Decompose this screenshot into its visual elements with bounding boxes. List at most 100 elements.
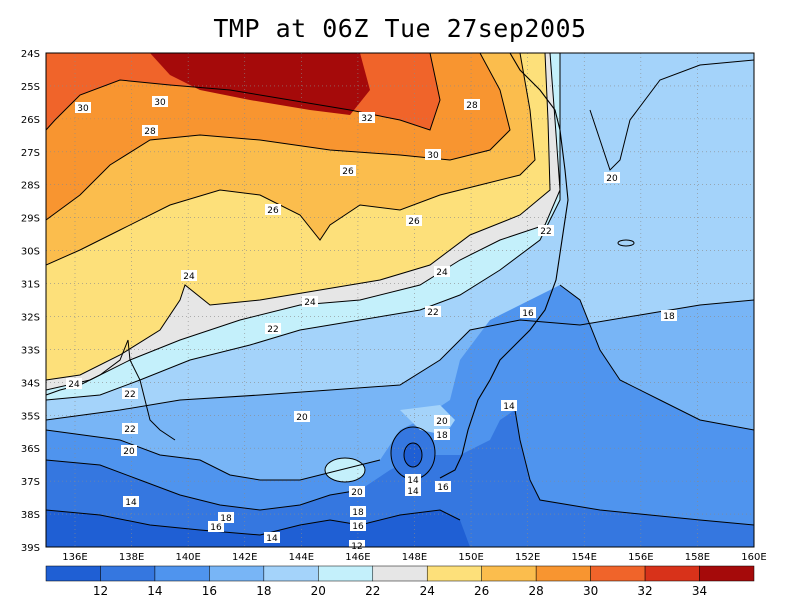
lon-tick-label: 148E [402,552,427,563]
contour-label: 22 [538,225,554,237]
colorbar-tick-label: 14 [147,584,162,598]
svg-text:18: 18 [663,312,675,322]
contour-label: 14 [501,400,517,412]
lat-tick-label: 36S [21,444,40,455]
contour-label: 12 [349,540,365,552]
colorbar-swatch [263,565,319,582]
colorbar-tick-label: 22 [365,584,380,598]
svg-text:14: 14 [266,534,278,544]
colorbar-tick-label: 12 [93,584,108,598]
lon-tick-label: 152E [515,552,540,563]
colorbar-swatch [45,565,101,582]
band-20-east-lobe [560,53,754,300]
svg-text:24: 24 [183,272,195,282]
contour-label: 18 [434,429,450,441]
contour-label: 14 [405,474,421,486]
colorbar-swatch [318,565,374,582]
contour-label: 24 [302,296,318,308]
contour-label: 20 [604,172,620,184]
warm-spot [400,405,455,435]
colorbar-tick-label: 34 [692,584,707,598]
map-fill-layer [46,53,754,547]
contour-label: 28 [142,125,158,137]
svg-text:26: 26 [342,167,354,177]
svg-text:18: 18 [220,514,232,524]
coastline [439,52,569,479]
contour-label: 18 [218,512,234,524]
contour-label: 24 [66,378,82,390]
contour-label: 16 [520,307,536,319]
svg-text:18: 18 [352,508,364,518]
colorbar-tick-label: 28 [529,584,544,598]
lon-tick-label: 140E [175,552,200,563]
colorbar-tick-label: 32 [637,584,652,598]
contour-label: 20 [349,486,365,498]
lon-tick-label: 138E [119,552,144,563]
svg-text:26: 26 [267,206,279,216]
svg-text:30: 30 [77,104,89,114]
plot-frame [45,52,755,548]
colorbar-swatch [100,565,156,582]
lat-tick-label: 24S [21,49,40,60]
contour-label: 30 [425,149,441,161]
band-16-18 [46,285,754,547]
lat-tick-label: 27S [21,148,40,159]
lat-tick-label: 31S [21,280,40,291]
lon-tick-label: 158E [685,552,710,563]
contour-label: 22 [425,306,441,318]
lon-tick-label: 142E [232,552,257,563]
longitude-axis: 136E 138E 140E 142E 144E 146E 148E 150E 152E 154E… [62,552,766,563]
lat-tick-label: 29S [21,214,40,225]
lat-tick-label: 33S [21,345,40,356]
contour-label: 16 [435,481,451,493]
contour-label: 16 [208,521,224,533]
svg-text:16: 16 [437,483,449,493]
contour-label: 16 [350,520,366,532]
colorbar-tick-label: 20 [311,584,326,598]
contour-label: 24 [434,266,450,278]
svg-text:14: 14 [407,487,419,497]
lat-tick-label: 30S [21,247,40,258]
svg-text:18: 18 [436,431,448,441]
svg-text:22: 22 [540,227,551,237]
colorbar-swatch [644,565,700,582]
contour-label: 14 [264,532,280,544]
colorbar: 12 14 16 18 20 22 24 26 28 30 32 34 [45,565,755,598]
contour-label: 14 [405,485,421,497]
colorbar-tick-label: 24 [420,584,435,598]
lat-tick-label: 32S [21,312,40,323]
svg-text:14: 14 [125,498,137,508]
svg-text:28: 28 [144,127,156,137]
contour-label: 26 [406,215,422,227]
lat-tick-label: 26S [21,115,40,126]
contour-label: 20 [294,411,310,423]
svg-text:22: 22 [124,390,135,400]
svg-text:26: 26 [408,217,420,227]
lon-tick-label: 156E [628,552,653,563]
contour-label: 28 [464,99,480,111]
svg-text:20: 20 [436,417,448,427]
colorbar-tick-label: 30 [583,584,598,598]
colorbar-tick-label: 16 [202,584,217,598]
svg-text:22: 22 [427,308,438,318]
colorbar-swatch [535,565,591,582]
eddy-north [325,458,365,482]
svg-text:30: 30 [427,151,439,161]
lon-tick-label: 136E [62,552,87,563]
lon-tick-label: 160E [741,552,766,563]
lat-tick-label: 28S [21,181,40,192]
colorbar-tick-label: 26 [474,584,489,598]
contour-label: 26 [265,204,281,216]
contour-label: 22 [122,423,138,435]
svg-text:20: 20 [123,447,135,457]
contour-label: 30 [152,96,168,108]
contour-label: 18 [350,506,366,518]
contour-label: 30 [75,102,91,114]
colorbar-swatch [590,565,646,582]
contour-label: 32 [359,112,375,124]
contour-label: 22 [265,323,281,335]
band-34 [150,53,370,115]
svg-text:24: 24 [304,298,316,308]
